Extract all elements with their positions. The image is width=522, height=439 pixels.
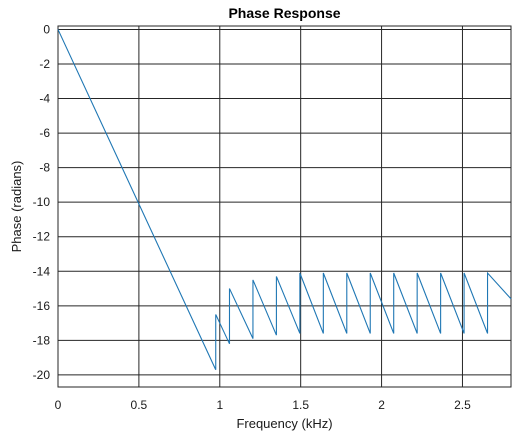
- data-layer: [57, 29, 512, 370]
- x-axis-label: Frequency (kHz): [236, 416, 332, 431]
- grid-lines: [57, 26, 511, 387]
- x-tick-label: 2: [378, 398, 385, 412]
- x-tick-label: 2.5: [454, 398, 471, 412]
- y-tick-label: -18: [33, 333, 51, 347]
- chart-title: Phase Response: [228, 5, 340, 21]
- y-tick-label: -6: [39, 126, 50, 140]
- y-tick-label: -8: [39, 161, 50, 175]
- x-tick-label: 0.5: [131, 398, 148, 412]
- y-tick-label: 0: [43, 22, 50, 36]
- plot-frame: [57, 25, 512, 388]
- y-tick-label: -16: [33, 299, 51, 313]
- y-tick-label: -10: [33, 195, 51, 209]
- x-tick-label: 1: [216, 398, 223, 412]
- x-tick-label: 0: [55, 398, 62, 412]
- y-axis-label: Phase (radians): [9, 161, 24, 253]
- tick-labels: 0 0.5 1 1.5 2 2.5 0 -2 -4 -6 -8 -10 -12 -14 -16 -18 -20: [33, 22, 471, 412]
- y-tick-label: -4: [39, 92, 50, 106]
- y-tick-label: -20: [33, 368, 51, 382]
- y-tick-label: -14: [33, 264, 51, 278]
- y-tick-label: -12: [33, 230, 51, 244]
- phase-series-line: [57, 29, 512, 370]
- y-tick-label: -2: [39, 57, 50, 71]
- x-tick-label: 1.5: [292, 398, 309, 412]
